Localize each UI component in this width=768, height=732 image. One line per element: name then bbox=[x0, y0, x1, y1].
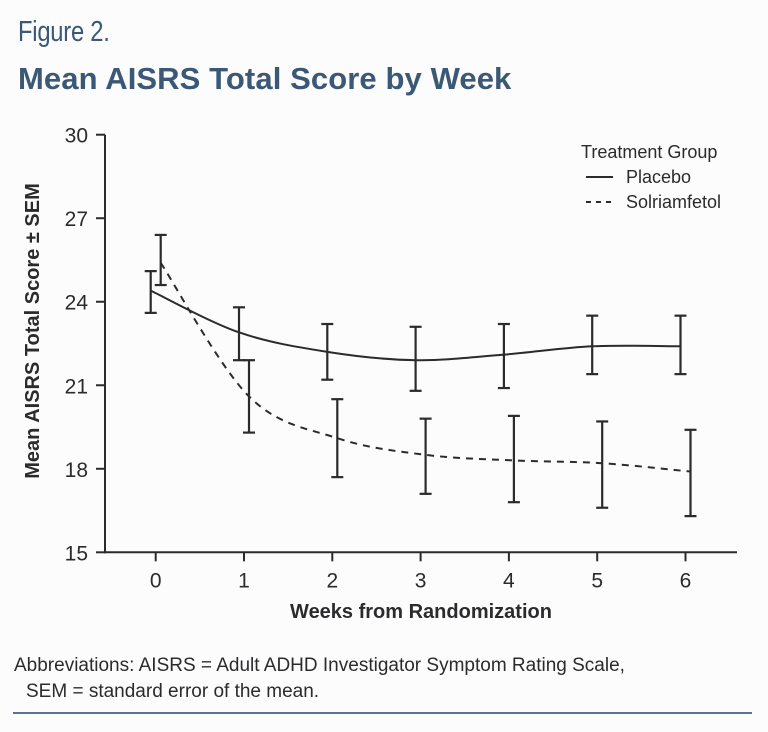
error-bar-solriamfetol bbox=[243, 359, 255, 434]
y-tick-label: 30 bbox=[65, 125, 88, 148]
axes: 15 18 21 24 27 30 0 1 2 3 4 5 6 bbox=[65, 125, 737, 592]
x-tick-label: 4 bbox=[503, 569, 515, 592]
data-point bbox=[591, 345, 593, 348]
legend-label-placebo: Placebo bbox=[626, 167, 691, 187]
x-axis-title: Weeks from Randomization bbox=[290, 601, 552, 623]
data-point bbox=[248, 395, 250, 398]
data-point bbox=[424, 454, 427, 456]
data-point bbox=[689, 470, 692, 473]
x-tick-label: 3 bbox=[415, 569, 427, 592]
y-tick-label: 27 bbox=[65, 208, 88, 231]
data-point bbox=[679, 345, 682, 348]
error-bar-placebo bbox=[144, 270, 157, 314]
line-chart: 15 18 21 24 27 30 0 1 2 3 4 5 6 Mean AISRS Total Sc… bbox=[22, 125, 737, 623]
error-bar-solriamfetol bbox=[596, 420, 609, 509]
y-tick-label: 24 bbox=[65, 292, 89, 315]
x-tick-label: 5 bbox=[591, 569, 603, 592]
error-bar-placebo bbox=[321, 322, 334, 381]
footnote-line-2: SEM = standard error of the mean. bbox=[26, 681, 320, 702]
data-point bbox=[601, 462, 603, 465]
error-bar-solriamfetol bbox=[154, 233, 167, 287]
figure-title: Mean AISRS Total Score by Week bbox=[18, 61, 512, 96]
data-point bbox=[326, 351, 329, 353]
footnote: Abbreviations: AISRS = Adult ADHD Invest… bbox=[14, 653, 754, 705]
x-tick-label: 0 bbox=[150, 569, 162, 592]
y-tick-label: 18 bbox=[65, 459, 88, 482]
x-tick-label: 1 bbox=[238, 569, 250, 592]
y-axis-title: Mean AISRS Total Score ± SEM bbox=[22, 183, 44, 478]
x-tick-label: 2 bbox=[326, 569, 338, 592]
legend-label-solriamfetol: Solriamfetol bbox=[626, 192, 721, 212]
x-ticks: 0 1 2 3 4 5 6 bbox=[150, 552, 691, 592]
y-ticks: 15 18 21 24 27 30 bbox=[65, 125, 105, 565]
legend-title: Treatment Group bbox=[581, 142, 717, 162]
data-point bbox=[513, 459, 515, 462]
error-bar-placebo bbox=[497, 322, 510, 390]
y-tick-label: 15 bbox=[65, 542, 88, 565]
data-point bbox=[238, 331, 240, 334]
x-tick-label: 6 bbox=[680, 569, 692, 592]
bottom-rule bbox=[13, 712, 752, 714]
series-placebo bbox=[144, 270, 687, 392]
error-bar-placebo bbox=[586, 314, 599, 376]
series-solriamfetol bbox=[154, 233, 697, 518]
data-point bbox=[336, 437, 339, 439]
error-bar-placebo bbox=[409, 325, 422, 392]
error-bar-solriamfetol bbox=[331, 398, 344, 479]
footnote-line-1: Abbreviations: AISRS = Adult ADHD Invest… bbox=[14, 655, 625, 676]
data-point bbox=[503, 353, 505, 356]
data-point bbox=[159, 261, 162, 264]
legend: Treatment Group Placebo Solriamfetol bbox=[581, 142, 721, 212]
data-point bbox=[149, 289, 152, 292]
figure-label: Figure 2. bbox=[18, 16, 110, 48]
error-bar-solriamfetol bbox=[507, 414, 520, 504]
error-bar-solriamfetol bbox=[419, 417, 432, 495]
error-bar-solriamfetol bbox=[684, 428, 697, 518]
series-layer bbox=[144, 233, 697, 518]
error-bar-placebo bbox=[674, 314, 687, 376]
data-point bbox=[414, 359, 417, 362]
y-tick-label: 21 bbox=[65, 375, 88, 398]
